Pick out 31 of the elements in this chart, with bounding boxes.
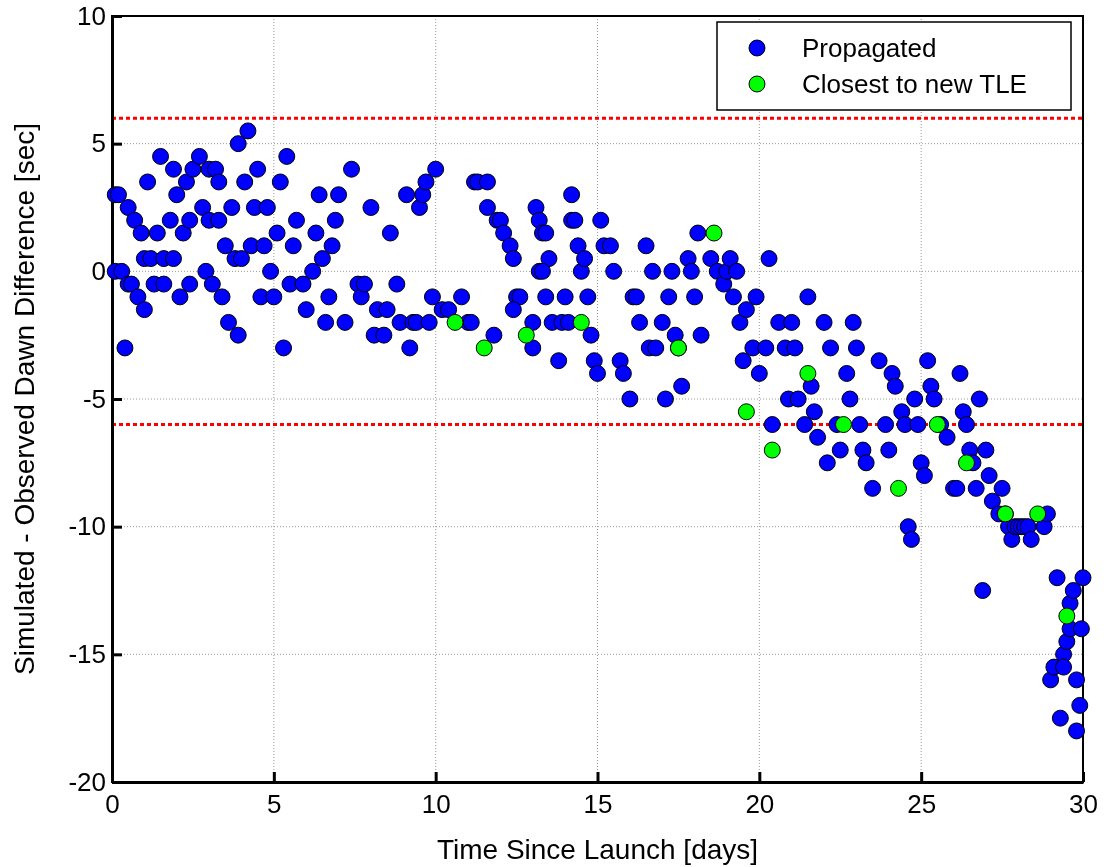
point — [890, 479, 907, 497]
y-tick-label: -5 — [82, 383, 106, 414]
point — [446, 313, 464, 331]
y-tick-label: -10 — [68, 511, 106, 542]
x-tick-label: 10 — [421, 789, 451, 820]
point — [572, 313, 590, 331]
legend-label: Closest to new TLE — [802, 69, 1027, 99]
x-tick-label: 30 — [1069, 789, 1098, 820]
y-tick-label: -20 — [68, 766, 106, 797]
point — [737, 403, 755, 421]
point — [799, 365, 817, 382]
point — [705, 224, 723, 242]
point — [475, 339, 493, 357]
x-tick-label: 20 — [745, 789, 775, 820]
y-tick-label: -15 — [68, 639, 106, 670]
y-axis-title: Simulated - Observed Dawn Difference [sec] — [9, 123, 40, 675]
x-axis-title: Time Since Launch [days] — [436, 834, 759, 865]
legend-label: Propagated — [802, 33, 937, 63]
point — [958, 454, 975, 472]
x-tick-label: 15 — [583, 789, 613, 820]
x-tick-label: 5 — [267, 789, 282, 820]
point — [1058, 607, 1076, 625]
x-tick-label: 25 — [907, 789, 937, 820]
y-tick-label: 0 — [91, 256, 106, 287]
point — [1029, 505, 1047, 523]
point — [835, 416, 852, 433]
y-tick-label: 5 — [91, 128, 106, 159]
point — [928, 416, 946, 433]
y-tick-label: 10 — [77, 0, 106, 31]
point — [517, 326, 535, 344]
point — [763, 441, 781, 459]
